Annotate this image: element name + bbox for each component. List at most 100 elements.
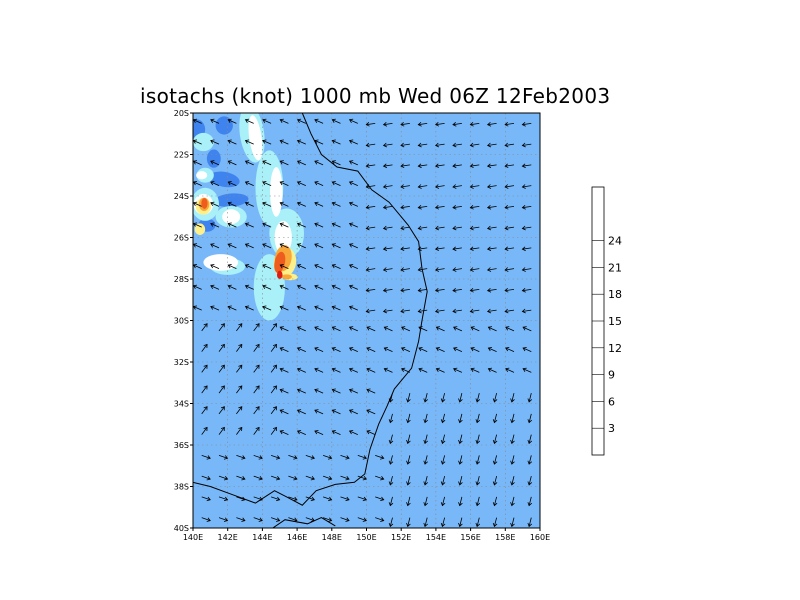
wind-vector	[236, 426, 243, 435]
wind-vector	[365, 184, 376, 189]
wind-vector	[383, 347, 393, 352]
wind-vector	[253, 426, 260, 435]
y-tick-label: 28S	[174, 275, 189, 284]
wind-vector	[279, 264, 289, 269]
wind-vector	[469, 246, 480, 252]
wind-vector	[236, 323, 243, 332]
wind-vector	[486, 225, 497, 231]
wind-vector	[210, 264, 220, 269]
wind-vector	[227, 243, 237, 249]
wind-vector	[527, 517, 533, 528]
wind-vector	[210, 222, 220, 228]
wind-vector	[340, 455, 350, 460]
wind-vector	[305, 517, 315, 522]
wind-vector	[348, 367, 358, 373]
wind-vector	[469, 184, 480, 189]
wind-vector	[348, 326, 358, 332]
wind-vector	[218, 364, 225, 373]
x-tick-label: 144E	[252, 533, 272, 542]
wind-vector	[475, 434, 481, 445]
lat-lon-grid	[193, 113, 540, 528]
wind-vector	[423, 476, 428, 486]
wind-vector	[296, 305, 306, 311]
wind-vector	[400, 184, 410, 189]
wind-vector	[305, 496, 315, 502]
wind-vector	[417, 184, 428, 189]
wind-vector	[382, 246, 393, 252]
wind-vector	[521, 308, 532, 314]
wind-vector	[210, 181, 220, 186]
wind-vector	[382, 163, 393, 169]
wind-vector	[314, 118, 324, 124]
wind-vector	[270, 455, 281, 460]
wind-vector	[452, 122, 462, 127]
wind-vector	[348, 388, 358, 394]
wind-vector	[322, 496, 333, 502]
wind-vector	[270, 426, 277, 435]
wind-vector	[453, 367, 463, 373]
wind-vector	[348, 243, 358, 249]
wind-vector	[406, 413, 411, 424]
wind-vector	[521, 163, 532, 169]
wind-vector	[435, 225, 445, 231]
wind-vector	[383, 326, 393, 332]
isotach-blob	[222, 209, 241, 225]
wind-vector	[504, 205, 515, 210]
y-tick-label: 26S	[174, 234, 189, 243]
wind-vector	[244, 160, 254, 166]
wind-vector	[452, 142, 462, 148]
wind-vector	[331, 388, 341, 394]
isotach-blob	[203, 254, 239, 271]
isotach-blob	[193, 132, 214, 152]
wind-vector	[244, 139, 254, 145]
wind-vector	[458, 517, 463, 528]
wind-vector	[296, 367, 306, 373]
wind-vector	[279, 284, 289, 290]
wind-vector	[521, 184, 532, 189]
wind-vector	[348, 347, 358, 352]
wind-vector	[218, 517, 229, 522]
wind-vector	[486, 246, 497, 252]
wind-vector	[262, 243, 272, 249]
wind-vector	[348, 201, 358, 207]
wind-vector	[348, 160, 358, 166]
wind-vector	[505, 367, 515, 373]
wind-vector	[279, 326, 289, 332]
isotach-blob	[213, 193, 249, 207]
coastline-tasmania	[272, 517, 336, 528]
wind-vector	[296, 347, 306, 352]
wind-vector	[458, 455, 463, 465]
wind-vector	[423, 517, 428, 528]
wind-vector	[469, 267, 480, 272]
wind-vector	[314, 264, 324, 269]
wind-vector	[406, 393, 411, 403]
wind-vector	[382, 267, 393, 272]
wind-vector	[296, 160, 306, 166]
wind-vector	[486, 142, 497, 148]
wind-vector	[357, 496, 367, 502]
wind-vector	[253, 364, 260, 373]
wind-vector	[201, 343, 208, 352]
wind-vector	[527, 434, 533, 445]
isotach-blob	[274, 251, 286, 274]
wind-vector	[492, 413, 498, 424]
wind-vector	[253, 343, 260, 352]
wind-vector	[521, 142, 532, 148]
colorbar-label: 3	[608, 422, 615, 435]
wind-vector	[475, 476, 481, 486]
wind-vector	[331, 118, 341, 124]
wind-vector	[504, 142, 515, 148]
wind-vector	[452, 163, 462, 169]
wind-vector	[510, 517, 515, 528]
wind-vector	[322, 517, 333, 522]
wind-vector	[218, 385, 225, 394]
wind-vector	[423, 455, 428, 465]
wind-vector	[486, 288, 497, 293]
wind-vector	[527, 476, 533, 486]
wind-vector	[366, 367, 376, 373]
wind-vector	[244, 118, 254, 124]
wind-vector	[470, 326, 480, 332]
wind-vector	[288, 455, 298, 460]
wind-vector	[400, 308, 410, 314]
wind-vector	[475, 413, 481, 424]
